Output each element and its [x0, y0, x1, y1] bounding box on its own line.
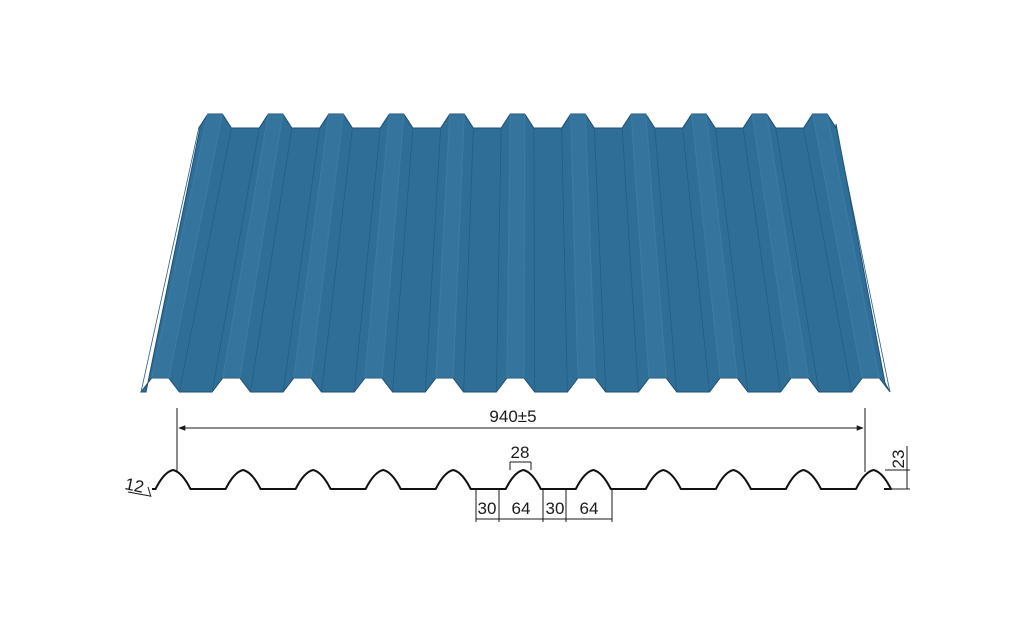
sheet-ridge-highlight — [364, 114, 404, 378]
sheet-rib-line — [179, 127, 232, 393]
sheet-rib-line — [239, 113, 284, 379]
sheet-rib-line — [835, 127, 891, 393]
sheet-rib-line — [621, 127, 639, 393]
edge-dimension: 12 — [123, 474, 152, 498]
sheet-rib-line — [424, 127, 442, 393]
sheet-ridge-highlight — [222, 114, 283, 378]
total-width-label: 940±5 — [489, 407, 536, 426]
valley-left-label: 30 — [478, 499, 497, 518]
top-flat-label: 28 — [511, 443, 530, 462]
top-flat-dimension: 28 — [509, 443, 532, 470]
sheet-ridge-highlight — [631, 114, 667, 378]
edge-label: 12 — [123, 474, 145, 497]
sheet-rib-line — [561, 127, 568, 393]
sheet-rib-line — [495, 127, 502, 393]
height-label: 23 — [889, 450, 908, 469]
sheet-rib-line — [775, 127, 820, 393]
sheet-ridge-highlight — [506, 114, 525, 378]
sheet-rib-line — [392, 127, 414, 393]
sheet-rib-line — [803, 127, 852, 393]
sheet-ridge-highlight — [570, 114, 596, 378]
valley-right-label: 30 — [546, 499, 565, 518]
sheet-rib-line — [282, 127, 321, 393]
sheet-rib-line — [463, 127, 474, 393]
height-dimension: 23 — [885, 446, 910, 490]
sheet-ribs — [140, 113, 891, 393]
sheet-rib-line — [682, 127, 710, 393]
sheet-rib-line — [321, 127, 353, 393]
sheet-ridge-highlight — [752, 114, 809, 378]
sheet-rib-line — [714, 127, 749, 393]
edge-line — [127, 491, 151, 497]
sheet-ridge-highlight — [151, 114, 223, 378]
profile-section — [152, 469, 892, 490]
total-width-dimension: 940±5 — [176, 407, 866, 472]
sheet-rib-line — [654, 127, 678, 393]
sheet-rib-line — [211, 127, 260, 393]
pitch-left-label: 64 — [512, 499, 531, 518]
sheet-ridge-highlight — [812, 114, 880, 378]
edge-tick — [147, 486, 152, 498]
sheet-rib-line — [353, 127, 381, 393]
sheet-ridge-highlight — [435, 114, 465, 378]
pitch-right-label: 64 — [580, 499, 599, 518]
sheet-rib-line — [742, 127, 781, 393]
sheet-rib-line — [250, 127, 293, 393]
profile-outline — [152, 469, 892, 490]
sheet-rib-line — [533, 127, 536, 393]
sheet-rib-line — [140, 127, 200, 393]
sheet-ridge-highlight — [691, 114, 738, 378]
sheet-rib-line — [593, 127, 607, 393]
sheet-ridge-highlight — [293, 114, 344, 378]
corrugated-sheet — [139, 113, 891, 393]
pitch-dimensions: 30 64 30 64 — [475, 490, 613, 522]
